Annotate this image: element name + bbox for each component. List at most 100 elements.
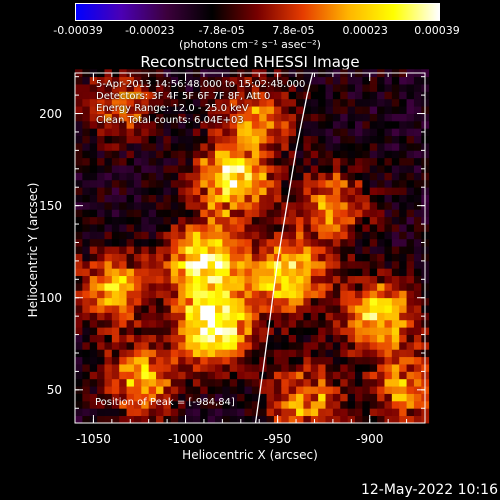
- heatmap-cell: [215, 312, 223, 321]
- heatmap-cell: [133, 120, 142, 129]
- heatmap-cell: [318, 143, 326, 151]
- heatmap-cell: [97, 128, 105, 137]
- heatmap-cell: [97, 157, 105, 166]
- heatmap-cell: [148, 84, 157, 92]
- heatmap-cell: [133, 238, 142, 247]
- heatmap-cell: [362, 157, 371, 166]
- heatmap-cell: [104, 305, 113, 313]
- heatmap-cell: [391, 143, 400, 151]
- heatmap-cell: [141, 378, 150, 387]
- heatmap-cell: [156, 179, 164, 188]
- heatmap-cell: [391, 165, 400, 173]
- heatmap-cell: [170, 327, 179, 335]
- heatmap-cell: [229, 393, 238, 402]
- heatmap-cell: [310, 260, 319, 269]
- heatmap-cell: [266, 135, 275, 144]
- heatmap-cell: [244, 76, 253, 85]
- heatmap-cell: [399, 253, 407, 262]
- heatmap-cell: [391, 194, 400, 203]
- heatmap-cell: [244, 386, 253, 394]
- heatmap-cell: [310, 216, 319, 225]
- heatmap-cell: [384, 194, 393, 203]
- heatmap-cell: [237, 216, 245, 225]
- heatmap-cell: [377, 106, 385, 114]
- heatmap-cell: [369, 378, 378, 387]
- heatmap-cell: [384, 275, 393, 284]
- heatmap-cell: [178, 128, 186, 137]
- heatmap-cell: [185, 393, 194, 402]
- heatmap-cell: [89, 290, 98, 299]
- heatmap-cell: [222, 408, 231, 417]
- heatmap-cell: [266, 231, 275, 240]
- heatmap-cell: [207, 297, 216, 306]
- heatmap-cell: [244, 106, 253, 114]
- heatmap-cell: [413, 179, 422, 188]
- heatmap-cell: [170, 231, 179, 240]
- heatmap-cell: [222, 305, 231, 313]
- heatmap-cell: [141, 341, 150, 350]
- heatmap-cell: [369, 415, 378, 424]
- heatmap-cell: [207, 179, 216, 188]
- heatmap-cell: [170, 209, 179, 218]
- heatmap-cell: [244, 150, 253, 159]
- heatmap-cell: [170, 356, 179, 365]
- heatmap-cell: [384, 106, 393, 114]
- heatmap-cell: [215, 356, 223, 365]
- heatmap-cell: [178, 408, 186, 417]
- heatmap-cell: [369, 246, 378, 254]
- heatmap-cell: [156, 157, 164, 166]
- heatmap-cell: [178, 120, 186, 129]
- heatmap-cell: [200, 268, 209, 277]
- heatmap-cell: [141, 275, 150, 284]
- heatmap-cell: [340, 268, 349, 277]
- heatmap-cell: [163, 224, 172, 232]
- heatmap-cell: [141, 268, 150, 277]
- heatmap-cell: [406, 165, 415, 173]
- heatmap-cell: [273, 187, 282, 195]
- heatmap-cell: [170, 408, 179, 417]
- heatmap-cell: [111, 275, 120, 284]
- heatmap-cell: [222, 327, 231, 335]
- heatmap-cell: [406, 216, 415, 225]
- heatmap-cell: [215, 157, 223, 166]
- heatmap-cell: [310, 209, 319, 218]
- heatmap-cell: [170, 76, 179, 85]
- heatmap-cell: [296, 341, 304, 350]
- heatmap-cell: [170, 157, 179, 166]
- heatmap-cell: [119, 201, 127, 210]
- heatmap-cell: [185, 128, 194, 137]
- heatmap-cell: [185, 76, 194, 85]
- heatmap-cell: [273, 364, 282, 372]
- heatmap-cell: [229, 371, 238, 380]
- heatmap-cell: [303, 268, 312, 277]
- heatmap-cell: [413, 334, 422, 343]
- heatmap-cell: [413, 253, 422, 262]
- heatmap-cell: [163, 305, 172, 313]
- heatmap-cell: [119, 400, 127, 409]
- colorbar-tick-label: 7.8e-05: [272, 24, 315, 37]
- heatmap-cell: [200, 172, 209, 181]
- heatmap-cell: [185, 312, 194, 321]
- heatmap-cell: [288, 143, 297, 151]
- heatmap-cell: [192, 76, 201, 85]
- heatmap-cell: [332, 98, 341, 107]
- heatmap-cell: [185, 253, 194, 262]
- heatmap-cell: [391, 113, 400, 122]
- heatmap-cell: [237, 84, 245, 92]
- colorbar-tick-label: -7.8e-05: [198, 24, 245, 37]
- heatmap-cell: [126, 371, 135, 380]
- heatmap-cell: [281, 128, 290, 137]
- heatmap-cell: [237, 246, 245, 254]
- heatmap-cell: [303, 231, 312, 240]
- heatmap-cell: [377, 334, 385, 343]
- heatmap-cell: [215, 297, 223, 306]
- heatmap-cell: [340, 400, 349, 409]
- heatmap-cell: [111, 106, 120, 114]
- heatmap-cell: [229, 378, 238, 387]
- heatmap-cell: [244, 268, 253, 277]
- heatmap-cell: [185, 150, 194, 159]
- heatmap-cell: [148, 172, 157, 181]
- heatmap-cell: [170, 378, 179, 387]
- heatmap-cell: [163, 349, 172, 358]
- heatmap-cell: [170, 91, 179, 100]
